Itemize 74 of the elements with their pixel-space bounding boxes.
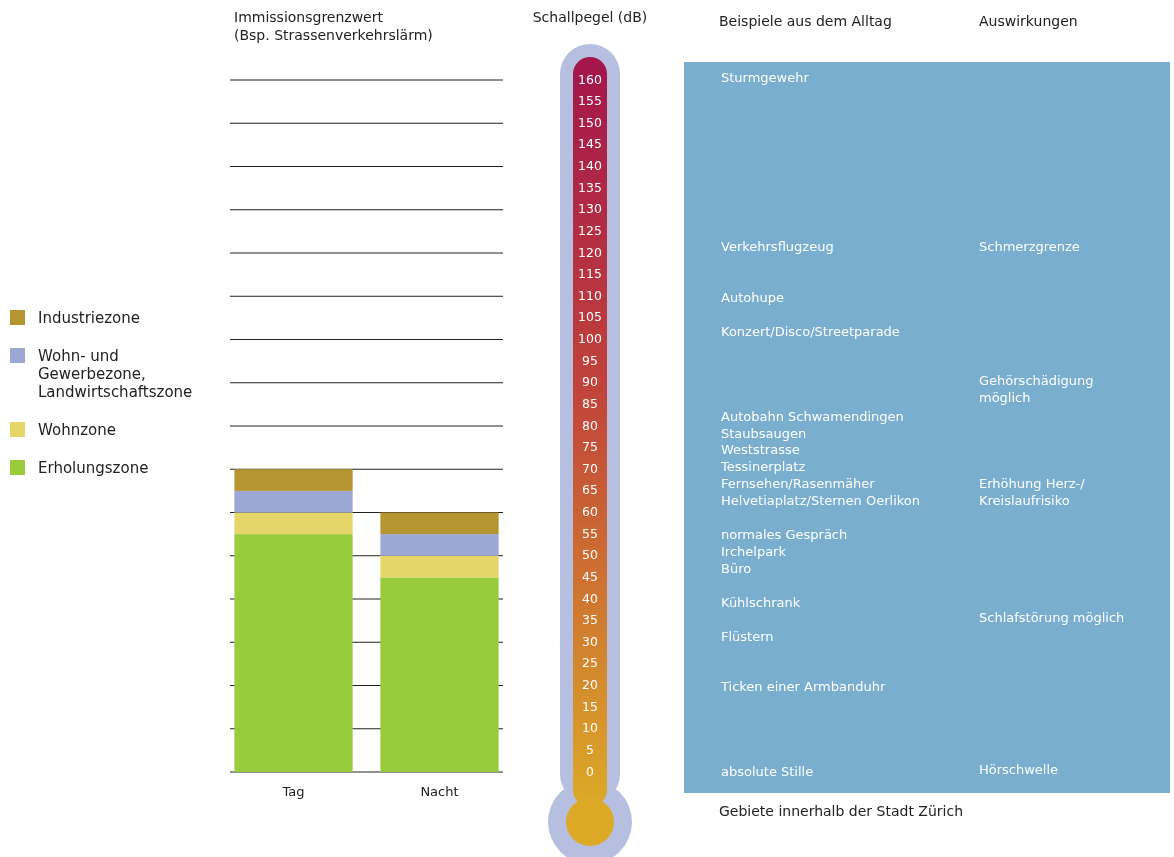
y-tick-label: 155 bbox=[578, 93, 602, 109]
y-axis-title: Schallpegel (dB) bbox=[532, 9, 648, 25]
y-tick-label: 85 bbox=[582, 395, 598, 411]
y-tick-label: 75 bbox=[582, 439, 598, 455]
y-tick-label: 35 bbox=[582, 612, 598, 628]
y-tick-label: 25 bbox=[582, 655, 598, 671]
y-tick-label: 60 bbox=[582, 504, 598, 519]
y-tick-label: 160 bbox=[578, 71, 602, 87]
y-tick-label: 90 bbox=[582, 374, 598, 390]
y-tick-label: 80 bbox=[582, 417, 598, 433]
y-tick-label: 55 bbox=[582, 525, 598, 541]
y-tick-label: 30 bbox=[582, 633, 598, 649]
y-tick-label: 130 bbox=[578, 201, 602, 217]
y-tick-label: 45 bbox=[582, 568, 598, 584]
x-tick-label: Tag bbox=[281, 783, 305, 799]
text: Schmerzgrenze bbox=[979, 238, 1080, 254]
bar bbox=[234, 490, 353, 513]
x-tick-label: Nacht bbox=[420, 783, 459, 799]
text: Konzert/Disco/Streetparade bbox=[721, 323, 900, 339]
bar bbox=[380, 577, 499, 772]
text: Fernsehen/Rasenmäher bbox=[721, 475, 876, 491]
y-tick-label: 115 bbox=[578, 266, 602, 282]
bar bbox=[234, 469, 353, 491]
chart-title: Immissionsgrenzwert (Bsp. Strassenverkehrslärm) bbox=[234, 9, 433, 43]
y-tick-label: 95 bbox=[582, 352, 598, 368]
y-tick-label: 70 bbox=[582, 460, 598, 476]
bar bbox=[380, 512, 499, 535]
y-tick-label: 140 bbox=[578, 158, 602, 173]
y-tick-label: 145 bbox=[578, 136, 602, 152]
text: Staubsaugen bbox=[721, 425, 807, 441]
text: Weststrasse bbox=[721, 441, 800, 457]
legend-label: Erholungszone bbox=[38, 458, 149, 477]
y-tick-label: 5 bbox=[586, 741, 594, 757]
bar bbox=[234, 534, 353, 772]
legend-label: Wohnzone bbox=[38, 420, 116, 439]
text: Büro bbox=[721, 560, 752, 576]
text: Beispiele aus dem Alltag bbox=[719, 13, 892, 29]
y-tick-label: 50 bbox=[582, 547, 598, 563]
y-tick-label: 100 bbox=[578, 331, 602, 346]
text: Autobahn Schwamendingen bbox=[721, 408, 904, 424]
text: Hörschwelle bbox=[979, 761, 1059, 777]
text: Irchelpark bbox=[721, 543, 787, 559]
text: Tessinerplatz bbox=[720, 458, 806, 474]
text: Schlafstörung möglich bbox=[979, 609, 1125, 625]
text: Ticken einer Armbanduhr bbox=[720, 678, 886, 694]
y-tick-label: 15 bbox=[582, 698, 598, 714]
text: Autohupe bbox=[721, 289, 784, 305]
y-tick-label: 110 bbox=[578, 287, 602, 303]
text: absolute Stille bbox=[721, 763, 814, 779]
text: normales Gespräch bbox=[721, 526, 848, 542]
text: Auswirkungen bbox=[979, 13, 1078, 29]
bar bbox=[380, 555, 499, 578]
text: Helvetiaplatz/Sternen Oerlikon bbox=[721, 492, 921, 508]
bar bbox=[234, 512, 353, 535]
text: Flüstern bbox=[721, 628, 774, 644]
y-tick-label: 40 bbox=[582, 590, 598, 606]
y-tick-label: 10 bbox=[582, 720, 598, 736]
bar bbox=[380, 534, 499, 556]
legend-label: Industriezone bbox=[38, 308, 141, 327]
y-tick-label: 135 bbox=[578, 179, 602, 195]
text: Erhöhung Herz-/ Kreislaufrisiko bbox=[979, 475, 1086, 508]
y-tick-label: 120 bbox=[578, 244, 602, 260]
y-tick-label: 65 bbox=[582, 482, 598, 498]
y-tick-label: 0 bbox=[586, 763, 595, 779]
text: Gehörschädigung möglich bbox=[979, 372, 1094, 405]
text: Gebiete innerhalb der Stadt Zürich bbox=[719, 803, 964, 819]
text: Kühlschrank bbox=[721, 594, 801, 610]
y-tick-label: 105 bbox=[578, 309, 602, 325]
y-tick-label: 20 bbox=[582, 677, 598, 692]
legend-label: Wohn- und Gewerbezone, Landwirtschaftszone bbox=[38, 346, 193, 401]
text: Sturmgewehr bbox=[721, 69, 810, 85]
text: Verkehrsflugzeug bbox=[721, 238, 834, 254]
y-tick-label: 125 bbox=[578, 222, 602, 238]
y-tick-label: 150 bbox=[578, 114, 602, 130]
